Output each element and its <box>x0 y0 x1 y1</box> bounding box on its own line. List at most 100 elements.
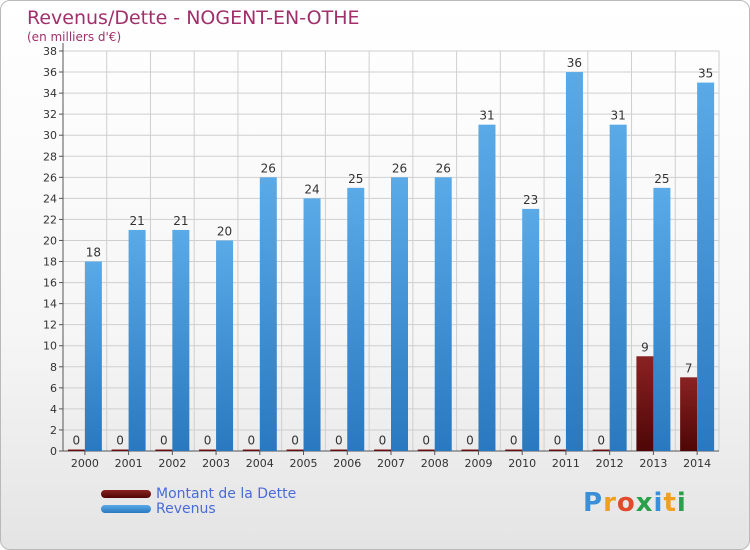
x-tick-label: 2001 <box>115 457 143 470</box>
bar-revenue <box>653 187 671 451</box>
y-tick-label: 10 <box>43 340 57 353</box>
data-label-revenue: 26 <box>436 161 451 175</box>
y-tick-label: 6 <box>50 382 57 395</box>
logo-letter: r <box>603 488 617 518</box>
bar-debt <box>680 377 698 451</box>
bar-revenue <box>565 72 583 451</box>
y-tick-label: 14 <box>43 298 57 311</box>
y-tick-label: 22 <box>43 213 57 226</box>
y-tick-label: 0 <box>50 445 57 458</box>
bar-revenue <box>216 240 234 451</box>
data-label-revenue: 26 <box>261 161 276 175</box>
data-label-revenue: 26 <box>392 161 407 175</box>
data-label-debt: 0 <box>116 434 124 448</box>
x-tick-label: 2011 <box>552 457 580 470</box>
x-tick-label: 2007 <box>377 457 405 470</box>
legend-swatch-debt <box>101 490 151 498</box>
bar-debt <box>155 449 173 451</box>
y-tick-label: 28 <box>43 150 57 163</box>
bar-debt <box>67 449 85 451</box>
bar-revenue <box>128 229 146 451</box>
data-label-debt: 0 <box>204 434 212 448</box>
data-label-revenue: 21 <box>129 214 144 228</box>
data-label-debt: 0 <box>422 434 430 448</box>
y-tick-label: 32 <box>43 108 57 121</box>
y-tick-label: 30 <box>43 129 57 142</box>
bar-debt <box>417 449 435 451</box>
proxiti-logo: Proxiti <box>583 488 687 518</box>
data-label-debt: 0 <box>379 434 387 448</box>
bar-revenue <box>434 177 452 451</box>
x-tick-label: 2002 <box>158 457 186 470</box>
logo-letter: t <box>663 488 677 518</box>
x-tick-label: 2010 <box>508 457 536 470</box>
data-label-debt: 7 <box>685 361 693 375</box>
chart-subtitle: (en milliers d'€) <box>27 30 122 44</box>
bar-revenue <box>391 177 408 451</box>
bar-revenue <box>347 187 365 451</box>
bar-revenue <box>172 229 190 451</box>
legend-swatch-revenue <box>101 505 151 513</box>
bars-layer <box>67 72 715 452</box>
y-tick-label: 20 <box>43 234 57 247</box>
data-label-revenue: 35 <box>698 67 713 81</box>
x-tick-label: 2008 <box>421 457 449 470</box>
data-label-revenue: 25 <box>654 172 669 186</box>
data-label-revenue: 31 <box>479 109 494 123</box>
x-tick-label: 2012 <box>596 457 624 470</box>
bar-debt <box>548 449 566 451</box>
chart-title: Revenus/Dette - NOGENT-EN-OTHE <box>27 7 360 29</box>
data-label-revenue: 18 <box>86 246 101 260</box>
bar-debt <box>111 449 129 451</box>
data-label-revenue: 20 <box>217 224 232 238</box>
data-label-revenue: 31 <box>611 109 626 123</box>
y-tick-label: 8 <box>50 361 57 374</box>
x-tick-label: 2006 <box>333 457 361 470</box>
bar-debt <box>636 356 654 451</box>
bar-debt <box>374 449 391 451</box>
data-label-debt: 9 <box>641 340 649 354</box>
bar-debt <box>286 449 304 451</box>
bar-debt <box>242 449 260 451</box>
x-tick-label: 2000 <box>71 457 99 470</box>
x-tick-label: 2009 <box>464 457 492 470</box>
data-label-revenue: 23 <box>523 193 538 207</box>
data-label-debt: 0 <box>335 434 343 448</box>
y-tick-label: 24 <box>43 192 57 205</box>
data-label-debt: 0 <box>73 434 81 448</box>
data-label-debt: 0 <box>597 434 605 448</box>
bar-revenue <box>478 124 496 452</box>
data-labels-layer: 0 18 0 21 0 21 0 20 0 26 0 24 0 25 0 26 0 26 0 31 0 23 0 36 0 31 9… <box>73 56 714 447</box>
logo-letter: P <box>583 488 604 518</box>
data-label-debt: 0 <box>554 434 562 448</box>
logo-letter: x <box>635 488 654 518</box>
x-tick-label: 2014 <box>683 457 711 470</box>
bar-debt <box>505 449 523 451</box>
logo-letter: o <box>616 488 636 518</box>
y-tick-label: 36 <box>43 66 57 79</box>
data-label-debt: 0 <box>160 434 168 448</box>
x-tick-label: 2003 <box>202 457 230 470</box>
y-tick-label: 4 <box>50 403 57 416</box>
data-label-revenue: 36 <box>567 56 582 70</box>
bar-debt <box>592 449 610 451</box>
y-tick-label: 34 <box>43 87 57 100</box>
data-label-revenue: 21 <box>173 214 188 228</box>
bar-revenue <box>84 261 102 451</box>
x-tick-label: 2004 <box>246 457 274 470</box>
y-tick-label: 18 <box>43 256 57 269</box>
bar-revenue <box>522 208 540 451</box>
bar-revenue <box>259 177 277 451</box>
bar-debt <box>461 449 479 451</box>
x-tick-label: 2005 <box>290 457 318 470</box>
legend-label-revenue: Revenus <box>156 501 216 517</box>
data-label-debt: 0 <box>510 434 518 448</box>
data-label-debt: 0 <box>291 434 299 448</box>
data-label-revenue: 24 <box>304 182 319 196</box>
bar-debt <box>199 449 217 451</box>
logo-letter: i <box>653 488 664 518</box>
bar-debt <box>330 449 348 451</box>
logo-letter: i <box>676 488 687 518</box>
